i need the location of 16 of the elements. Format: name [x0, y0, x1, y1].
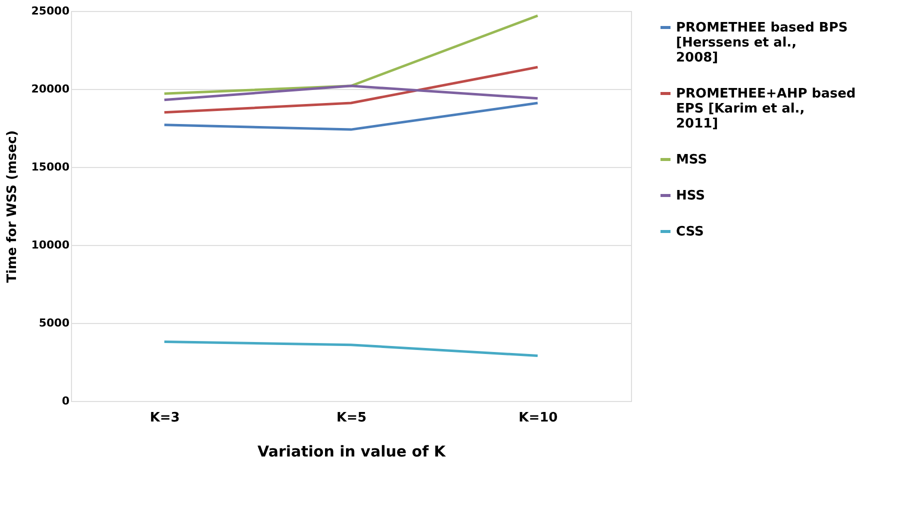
legend-label: MSS [676, 152, 708, 168]
y-tick-label: 15000 [31, 160, 70, 174]
y-tick-label: 10000 [31, 238, 70, 252]
x-tick-label: K=3 [150, 410, 180, 426]
y-tick-label: 0 [62, 394, 70, 408]
legend-label: PROMETHEE based BPS [Herssens et al., 2008] [676, 20, 848, 66]
y-tick-label: 20000 [31, 82, 70, 96]
legend-label: HSS [676, 188, 706, 204]
y-axis-title: Time for WSS (msec) [5, 130, 20, 283]
y-tick-label: 25000 [31, 4, 70, 18]
x-tick-label: K=5 [336, 410, 367, 426]
x-tick-label: K=10 [518, 410, 558, 426]
x-axis-title: Variation in value of K [258, 442, 447, 460]
legend-label: PROMETHEE+AHP based EPS [Karim et al., 2011] [676, 86, 856, 132]
legend-label: CSS [676, 224, 704, 240]
y-tick-label: 5000 [38, 316, 70, 330]
